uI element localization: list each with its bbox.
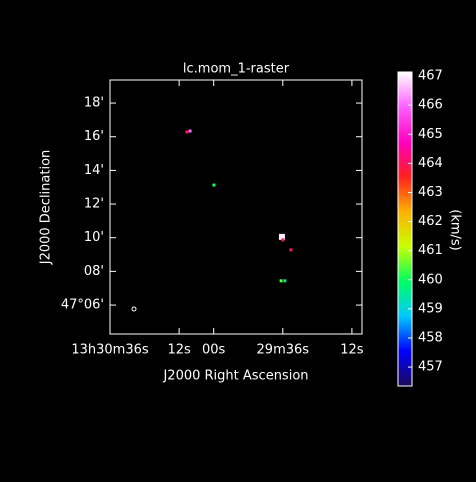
pixel bbox=[278, 233, 285, 240]
colorbar-tick-label: 459 bbox=[418, 301, 443, 316]
colorbar-tick-label: 463 bbox=[418, 185, 443, 200]
colorbar-tick-label: 465 bbox=[418, 127, 443, 142]
y-tick-label: 16' bbox=[84, 129, 104, 144]
y-tick-label: 14' bbox=[84, 163, 104, 178]
pixel bbox=[212, 183, 216, 187]
colorbar-tick-label: 464 bbox=[418, 156, 443, 171]
colorbar-tick-label: 467 bbox=[418, 69, 443, 84]
colorbar-tick-label: 460 bbox=[418, 272, 443, 287]
pixel bbox=[185, 130, 189, 134]
beam bbox=[131, 306, 137, 312]
x-tick-label: 12s bbox=[340, 343, 364, 358]
y-tick-label: 08' bbox=[84, 264, 104, 279]
plot-frame bbox=[109, 79, 363, 335]
pixel bbox=[283, 279, 287, 283]
y-tick-label: 18' bbox=[84, 96, 104, 111]
pixel bbox=[279, 279, 283, 283]
colorbar-label: (km/s) bbox=[448, 209, 463, 251]
colorbar-tick-label: 462 bbox=[418, 214, 443, 229]
x-tick-label: 13h30m36s bbox=[71, 343, 149, 358]
colorbar-tick-label: 458 bbox=[418, 330, 443, 345]
colorbar bbox=[397, 71, 413, 387]
y-tick-label: 12' bbox=[84, 197, 104, 212]
x-tick-label: 29m36s bbox=[257, 343, 310, 358]
x-tick-label: 00s bbox=[202, 343, 226, 358]
y-axis-label: J2000 Declination bbox=[39, 150, 54, 266]
x-tick-label: 12s bbox=[167, 343, 191, 358]
colorbar-tick-label: 461 bbox=[418, 243, 443, 258]
x-axis-label: J2000 Right Ascension bbox=[162, 369, 308, 384]
colorbar-tick-label: 457 bbox=[418, 360, 443, 375]
y-tick-label: 47°06' bbox=[61, 298, 104, 313]
pixel bbox=[281, 238, 285, 242]
y-tick-label: 10' bbox=[84, 230, 104, 245]
colorbar-tick-label: 466 bbox=[418, 98, 443, 113]
chart-title: lc.mom_1-raster bbox=[183, 62, 290, 77]
pixel bbox=[289, 248, 293, 252]
pixel bbox=[188, 129, 192, 133]
